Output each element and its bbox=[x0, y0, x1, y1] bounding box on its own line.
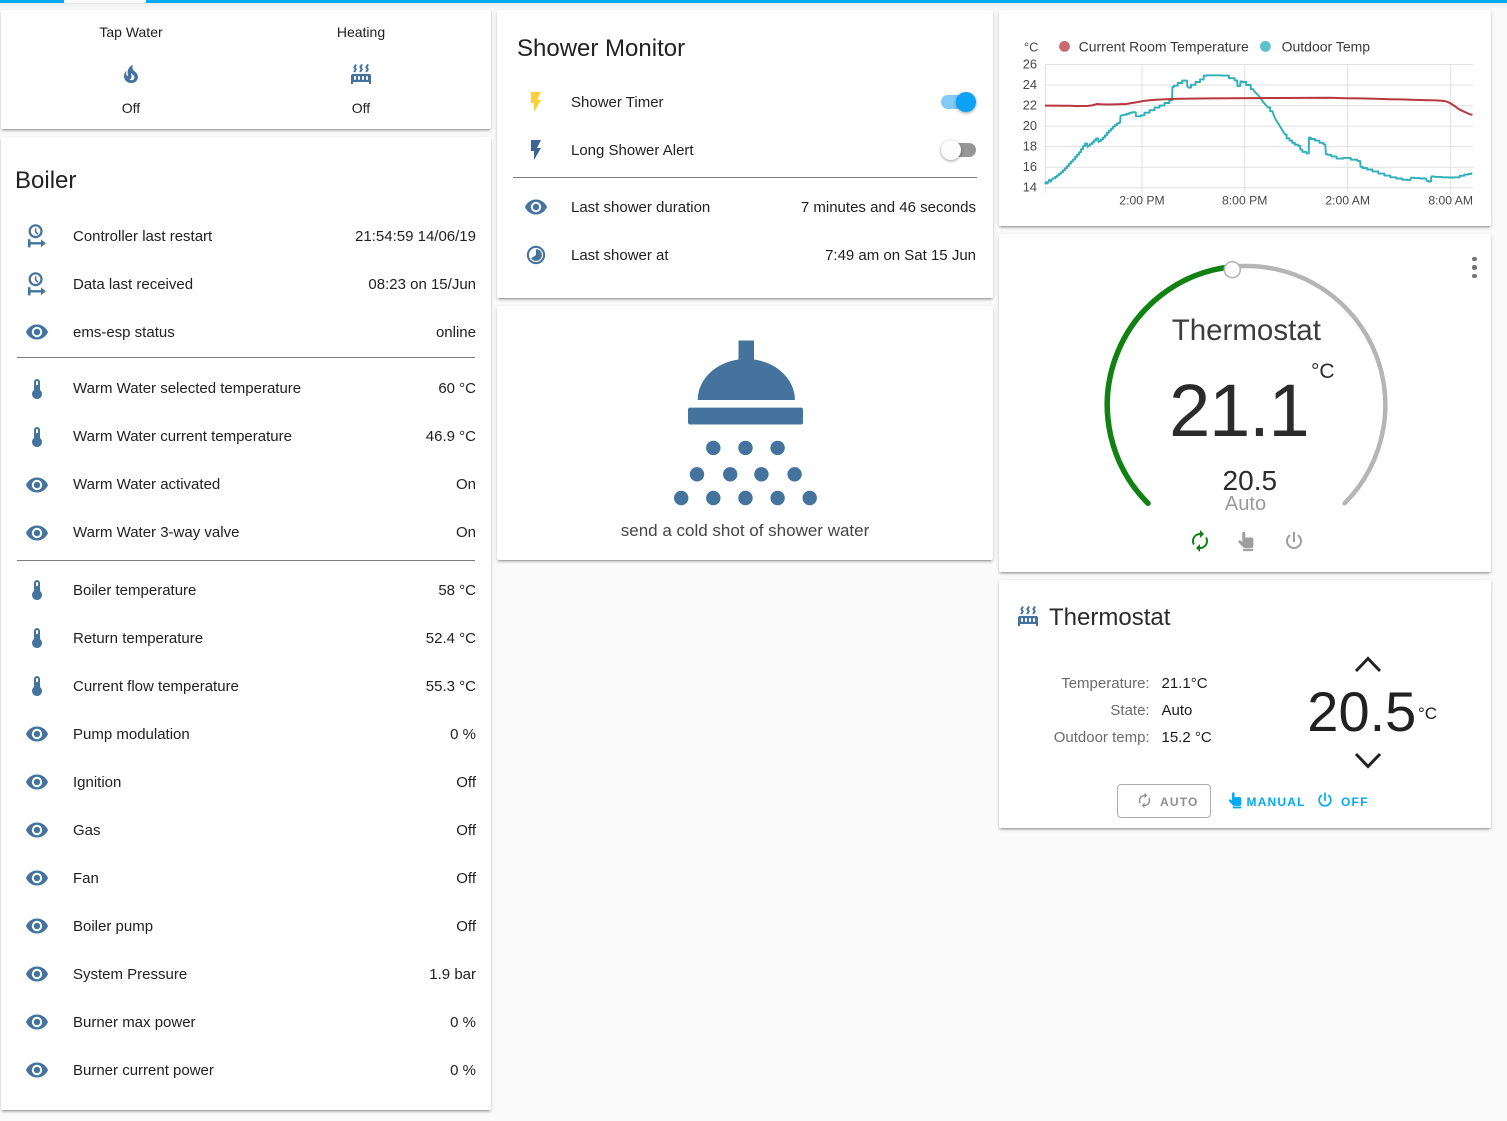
svg-text:8:00 AM: 8:00 AM bbox=[1428, 194, 1473, 208]
svg-text:18: 18 bbox=[1023, 139, 1037, 154]
svg-text:14: 14 bbox=[1023, 180, 1037, 195]
svg-text:16: 16 bbox=[1023, 159, 1037, 174]
svg-text:8:00 PM: 8:00 PM bbox=[1222, 194, 1267, 208]
svg-text:2:00 AM: 2:00 AM bbox=[1325, 194, 1370, 208]
svg-text:Current Room Temperature: Current Room Temperature bbox=[1079, 38, 1249, 54]
svg-text:Outdoor Temp: Outdoor Temp bbox=[1282, 38, 1371, 54]
svg-text:26: 26 bbox=[1023, 56, 1037, 71]
svg-text:22: 22 bbox=[1023, 98, 1037, 113]
svg-text:24: 24 bbox=[1023, 77, 1037, 92]
svg-text:°C: °C bbox=[1024, 39, 1038, 54]
svg-text:20: 20 bbox=[1023, 118, 1037, 133]
svg-text:2:00 PM: 2:00 PM bbox=[1119, 194, 1164, 208]
